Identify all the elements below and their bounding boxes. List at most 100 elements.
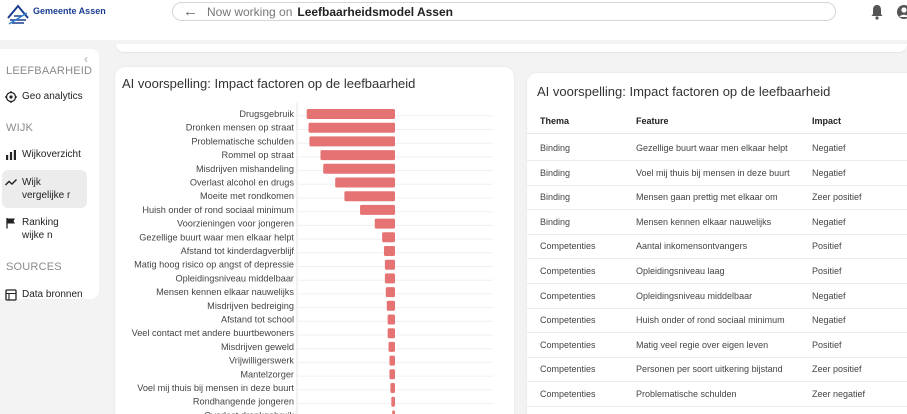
chart-icon	[6, 150, 16, 160]
logo[interactable]: Gemeente Assen	[6, 4, 106, 26]
table-cell: Aantal inkomensontvangers	[636, 241, 748, 252]
chart-category-label: Mantelzorger	[240, 369, 294, 379]
table-row[interactable]: Binding Gezellige buurt waar men elkaar h…	[527, 136, 907, 161]
impact-chart-card: AI voorspelling: Impact factoren op de l…	[115, 67, 514, 414]
chart-category-label: Afstand tot school	[221, 315, 294, 325]
back-arrow-icon[interactable]: ←	[183, 3, 198, 20]
chart-bar[interactable]	[374, 218, 395, 229]
top-bar: Gemeente Assen ← Now working on Leefbaar…	[0, 0, 907, 40]
nav-label: Wijkoverzicht	[22, 149, 81, 160]
chart-category-label: Veel contact met andere buurtbewoners	[132, 328, 295, 338]
chart-category-label: Mensen kennen elkaar nauwelijks	[156, 287, 294, 297]
chart-bar[interactable]	[344, 191, 395, 202]
table-row[interactable]: Competenties Problematische schulden Zeer …	[527, 382, 907, 407]
chart-category-label: Problematische schulden	[191, 136, 294, 146]
impact-bar-chart: Drugsgebruik Dronken mensen op straat Prob…	[132, 103, 493, 414]
database-icon	[5, 289, 17, 301]
chart-bar[interactable]	[391, 396, 395, 407]
table-cell: Huish onder of rond sociaal minimum	[636, 315, 785, 326]
geo-icon	[5, 91, 17, 103]
project-bar[interactable]: ← Now working on Leefbaarheidsmodel Asse…	[172, 2, 836, 21]
nav-wijk-vergelijker[interactable]: Wijk vergelijke r	[2, 170, 87, 208]
table-row[interactable]: Competenties Opleidingsniveau laag Positie…	[527, 259, 907, 284]
chart-card-title: AI voorspelling: Impact factoren op de l…	[122, 76, 416, 91]
gemeente-assen-logo-icon	[7, 4, 29, 25]
table-cell: Mensen gaan prettig met elkaar om	[636, 192, 778, 203]
table-cell: Zeer negatief	[812, 389, 866, 399]
table-row[interactable]: Competenties Huish onder of rond sociaal …	[527, 308, 907, 334]
chart-category-label: Rommel op straat	[221, 150, 294, 160]
table-cell: Competenties	[540, 364, 596, 375]
chart-category-label: Gezellige buurt waar men elkaar helpt	[139, 232, 294, 242]
table-cell: Positief	[812, 241, 842, 252]
user-icon[interactable]	[896, 4, 907, 20]
chart-bar[interactable]	[360, 204, 395, 215]
working-label: Now working on	[207, 4, 293, 19]
table-row[interactable]: Binding Voel mij thuis bij mensen in deze…	[527, 161, 907, 186]
table-column-header[interactable]: Thema	[540, 116, 570, 126]
chart-category-label: Voorzieningen voor jongeren	[177, 219, 294, 229]
chart-bar[interactable]	[390, 383, 395, 393]
collapse-chevron-icon[interactable]: ‹	[84, 52, 88, 66]
chart-bar[interactable]	[382, 232, 395, 243]
chart-bar[interactable]	[386, 300, 395, 311]
chart-bar[interactable]	[389, 369, 395, 380]
table-cell: Binding	[540, 143, 571, 153]
table-cell: Problematische schulden	[636, 389, 737, 399]
table-cell: Binding	[540, 192, 571, 203]
impact-table-card: AI voorspelling: Impact factoren op de l…	[527, 73, 907, 414]
chart-category-label: Overlast drankgebruik	[204, 410, 294, 414]
chart-bar[interactable]	[387, 314, 395, 325]
table-row[interactable]: Competenties Aantal inkomensontvangers Pos…	[527, 234, 907, 260]
chart-bar[interactable]	[335, 177, 395, 188]
table-cell: Zeer positief	[812, 364, 862, 375]
nav-data-bronnen[interactable]: Data bronnen	[2, 288, 87, 301]
bell-icon[interactable]	[869, 4, 885, 20]
chart-category-label: Matig hoog risico op angst of depressie	[134, 260, 294, 270]
table-column-header[interactable]: Feature	[636, 116, 669, 126]
chart-bar[interactable]	[392, 410, 395, 414]
chart-bar[interactable]	[309, 136, 395, 147]
chart-bar[interactable]	[389, 355, 395, 366]
chart-category-label: Overlast alcohol en drugs	[190, 178, 295, 188]
content-top-strip	[116, 44, 907, 52]
compare-icon	[5, 179, 17, 186]
chart-bar[interactable]	[384, 273, 395, 284]
chart-bar[interactable]	[384, 259, 395, 270]
table-row[interactable]: Binding Mensen kennen elkaar nauwelijks Ne…	[527, 210, 907, 235]
chart-bar[interactable]	[308, 122, 395, 133]
table-cell: Positief	[812, 339, 842, 350]
table-row[interactable]: Competenties Opleidingsniveau middelbaar N…	[527, 284, 907, 309]
chart-category-label: Misdrijven geweld	[221, 342, 294, 352]
chart-bar[interactable]	[388, 341, 395, 352]
chart-category-label: Voel mij thuis bij mensen in deze buurt	[137, 383, 294, 393]
chart-bar[interactable]	[383, 246, 395, 256]
section-leefbaarheid: LEEFBAARHEID	[6, 65, 93, 77]
table-cell: Competenties	[540, 315, 596, 326]
nav-ranking-wijken[interactable]: Ranking wijke n	[2, 216, 87, 242]
table-column-header[interactable]: Impact	[812, 116, 842, 126]
chart-category-label: Drugsgebruik	[239, 109, 294, 119]
table-cell: Matig veel regie over eigen leven	[636, 339, 769, 350]
chart-bar[interactable]	[306, 109, 395, 119]
nav-geo-analytics[interactable]: Geo analytics	[2, 90, 87, 103]
chart-category-label: Rondhangende jongeren	[193, 397, 294, 407]
section-sources: SOURCES	[6, 261, 62, 273]
logo-text: Gemeente Assen	[33, 6, 106, 16]
project-name: Leefbaarheidsmodel Assen	[297, 4, 453, 19]
table-cell: Competenties	[540, 389, 596, 399]
table-cell: Competenties	[540, 339, 596, 350]
chart-category-label: Opleidingsniveau middelbaar	[176, 273, 295, 283]
nav-label: Wijk vergelijke r	[22, 177, 71, 201]
table-row[interactable]: Binding Mensen gaan prettig met elkaar om…	[527, 185, 907, 211]
chart-bar[interactable]	[320, 150, 395, 161]
table-row[interactable]: Competenties Personen per soort uitkering…	[527, 357, 907, 383]
table-header-row: Thema Feature Impact	[527, 109, 907, 134]
chart-bar[interactable]	[387, 328, 395, 339]
table-cell: Negatief	[812, 290, 846, 301]
flag-icon	[6, 218, 15, 229]
chart-bar[interactable]	[323, 163, 395, 174]
nav-wijkoverzicht[interactable]: Wijkoverzicht	[2, 148, 87, 161]
table-row[interactable]: Competenties Matig veel regie over eigen …	[527, 333, 907, 358]
chart-bar[interactable]	[385, 287, 395, 298]
